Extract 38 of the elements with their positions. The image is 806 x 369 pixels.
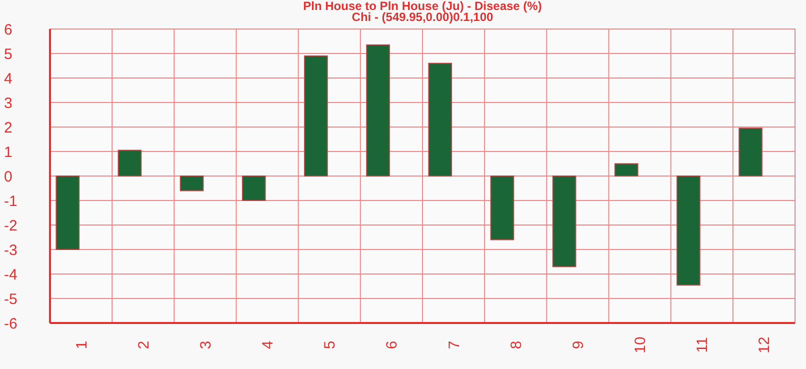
y-tick-label: 0 <box>4 168 12 186</box>
x-tick-label: 9 <box>570 340 587 350</box>
bar <box>304 55 328 176</box>
x-tick-label: 1 <box>73 340 90 350</box>
y-tick-label: 4 <box>4 70 12 88</box>
x-tick-label: 10 <box>632 336 650 354</box>
x-tick-label: 8 <box>508 340 525 350</box>
x-tick-label: 2 <box>135 340 152 350</box>
bar <box>428 62 452 176</box>
bar <box>490 176 514 240</box>
bar <box>738 128 762 176</box>
y-tick-label: 1 <box>4 144 12 161</box>
y-tick-label: -2 <box>4 217 18 234</box>
y-tick-label: 6 <box>4 21 12 38</box>
bar <box>118 150 142 176</box>
x-tick-label: 11 <box>694 337 712 353</box>
y-tick-label: 3 <box>4 94 12 112</box>
y-tick-label: -1 <box>4 192 18 210</box>
y-tick-label: -3 <box>4 242 18 259</box>
bar <box>676 176 700 286</box>
bar <box>552 176 576 268</box>
y-tick-label: 2 <box>4 119 12 136</box>
bar <box>242 176 266 201</box>
x-tick-label: 5 <box>322 340 339 350</box>
bar <box>180 176 204 192</box>
y-tick-label: -4 <box>4 266 18 284</box>
x-tick-label: 4 <box>260 340 277 350</box>
y-tick-label: -6 <box>4 315 18 332</box>
y-tick-label: 5 <box>4 46 12 63</box>
x-tick-label: 7 <box>446 340 463 350</box>
x-tick-label: 6 <box>384 340 401 350</box>
x-tick-label: 12 <box>756 336 774 354</box>
chart-title: Pln House to Pln House (Ju) - Disease (%) <box>303 0 542 13</box>
y-tick-label: -5 <box>4 290 18 308</box>
x-tick-label: 3 <box>197 340 214 350</box>
bar <box>56 176 80 250</box>
bar <box>614 163 638 176</box>
bar <box>366 44 390 176</box>
